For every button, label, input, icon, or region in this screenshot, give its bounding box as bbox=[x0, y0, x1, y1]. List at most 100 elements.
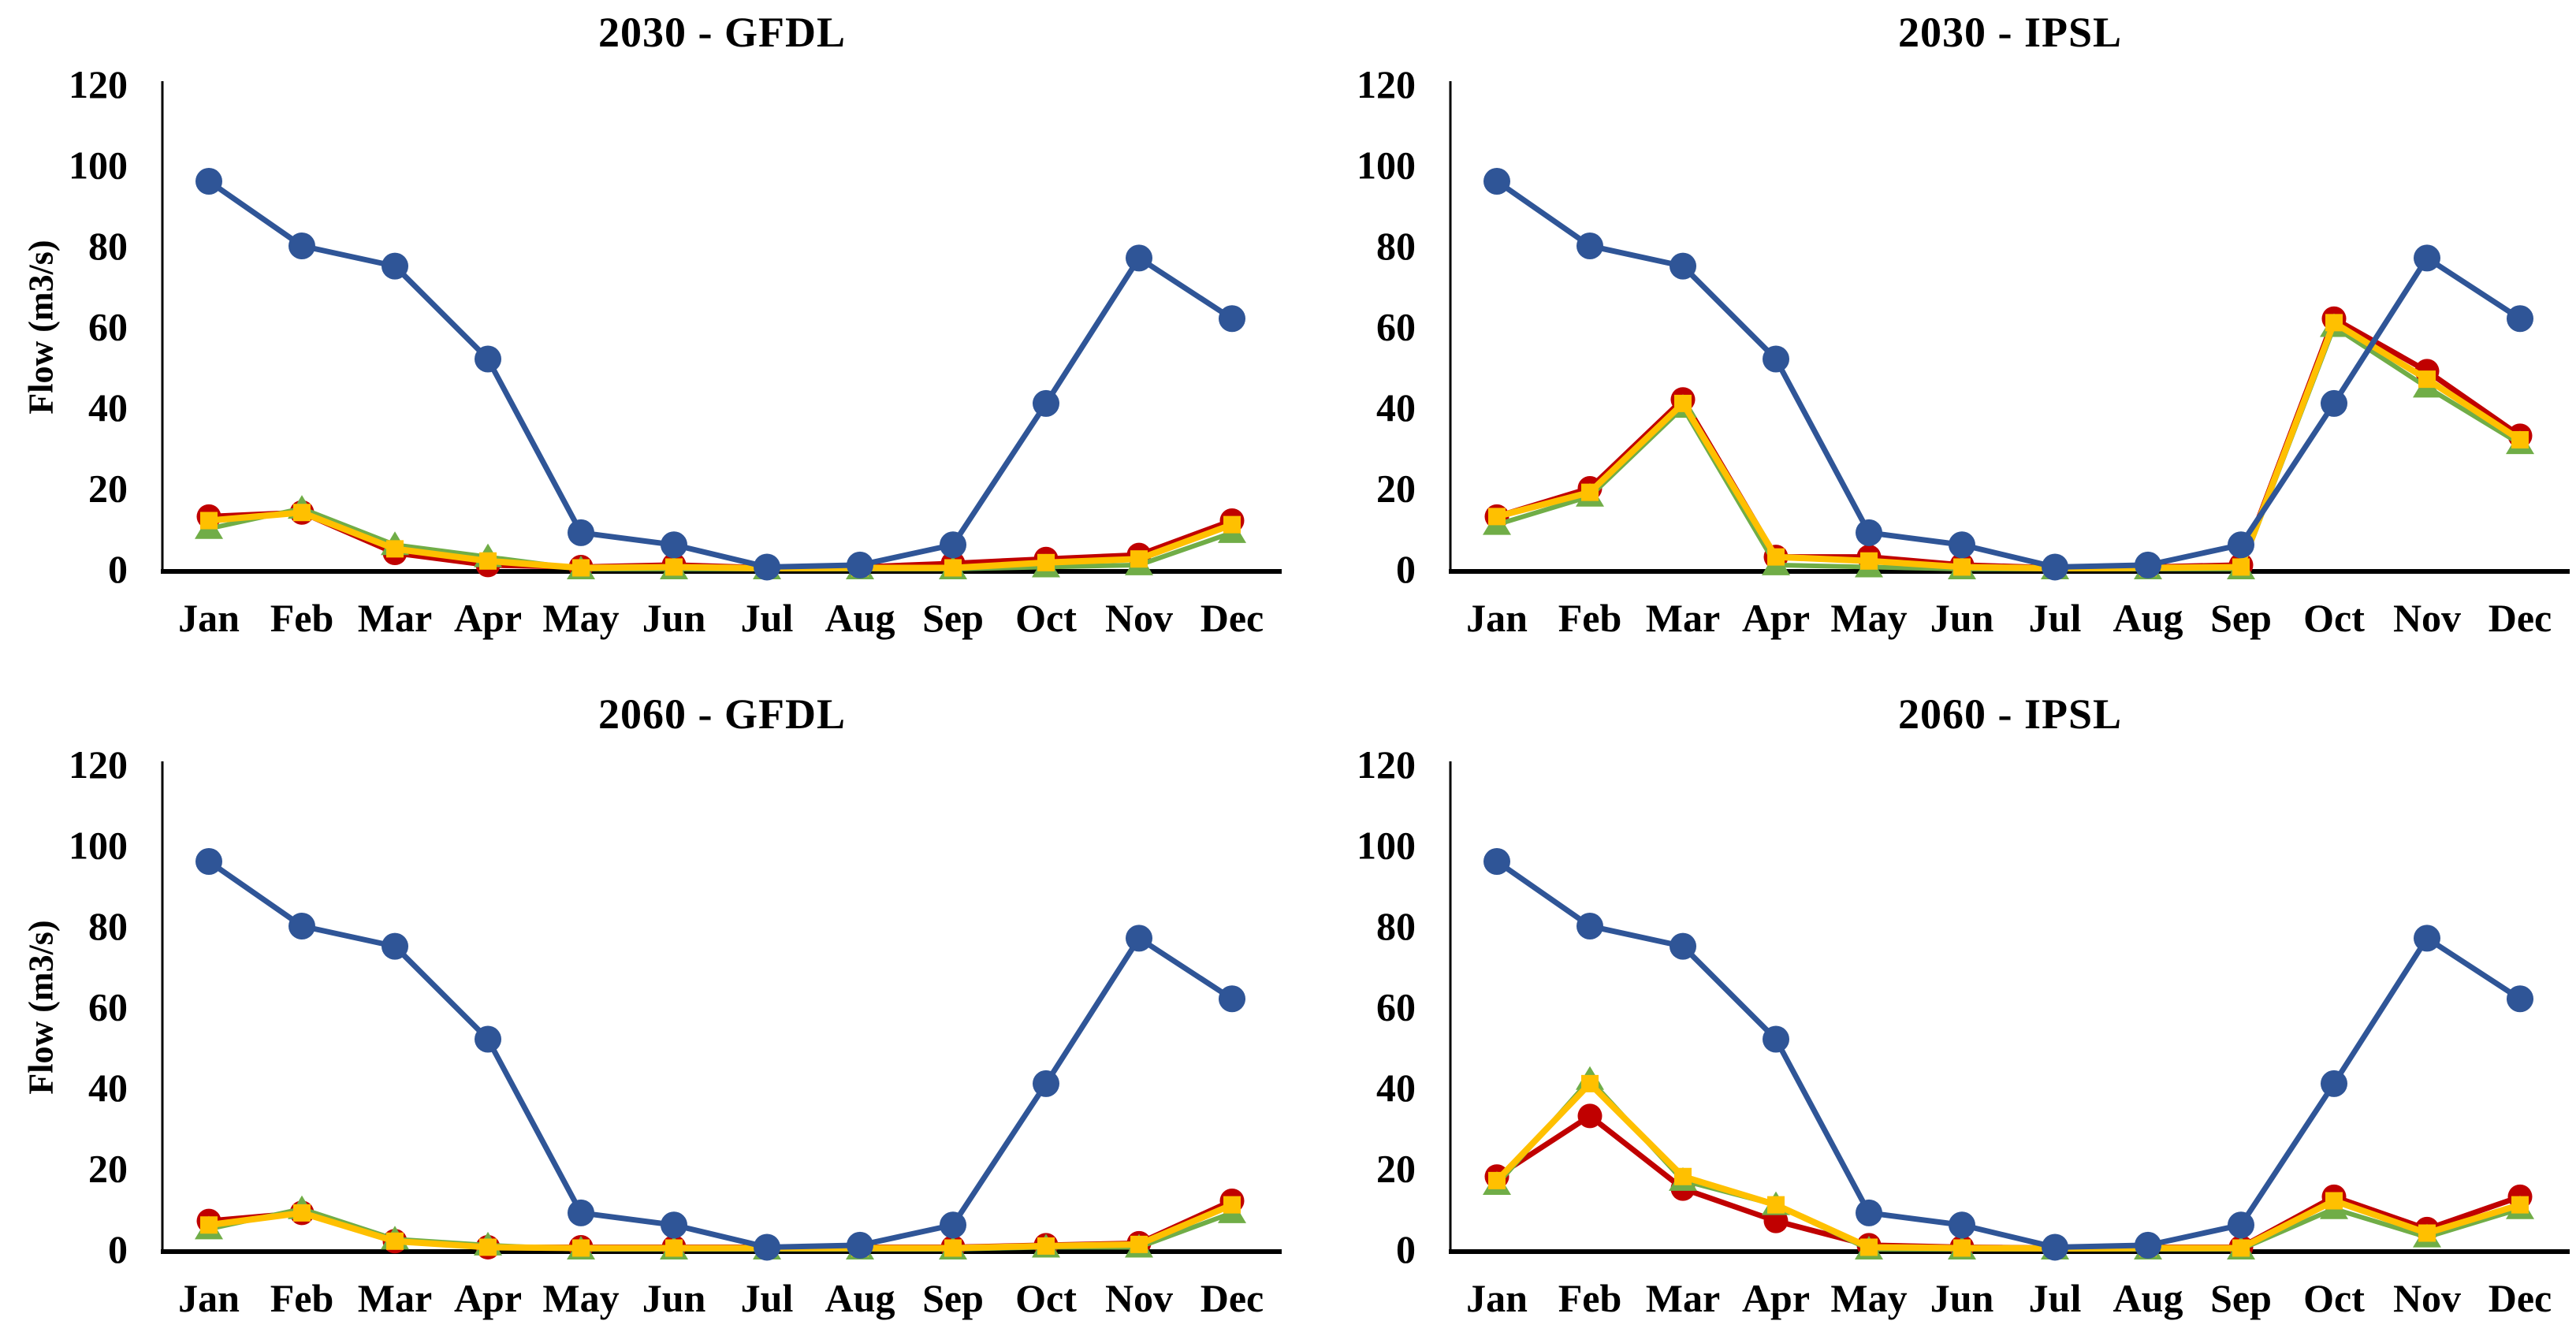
x-tick-label: Feb bbox=[1558, 596, 1622, 640]
data-point-circle bbox=[1670, 932, 1696, 960]
y-tick-label: 0 bbox=[108, 1227, 128, 1271]
x-tick-label: Oct bbox=[1015, 596, 1077, 640]
x-tick-label: Dec bbox=[1201, 596, 1264, 640]
data-point-circle bbox=[2228, 531, 2254, 559]
data-point-circle bbox=[2135, 1231, 2161, 1259]
y-tick-label: 100 bbox=[1357, 143, 1416, 188]
data-point-square bbox=[2325, 314, 2343, 332]
data-point-circle bbox=[2414, 925, 2440, 952]
data-point-square bbox=[665, 558, 683, 576]
data-point-circle bbox=[288, 233, 315, 259]
data-point-circle bbox=[2135, 551, 2161, 579]
x-tick-label: Sep bbox=[2210, 1276, 2272, 1320]
series-line bbox=[1494, 858, 2523, 1250]
x-tick-label: Nov bbox=[2393, 596, 2461, 640]
x-tick-label: Jan bbox=[178, 1276, 240, 1320]
data-point-circle bbox=[1949, 1211, 1975, 1239]
data-point-square bbox=[1674, 1167, 1692, 1185]
data-point-square bbox=[944, 1239, 962, 1257]
x-tick-label: Apr bbox=[1742, 1276, 1810, 1320]
x-tick-label: Jun bbox=[642, 596, 706, 640]
y-tick-label: 60 bbox=[1376, 985, 1416, 1029]
data-point-circle bbox=[2321, 389, 2347, 417]
series-line bbox=[206, 1198, 1235, 1250]
data-point-square bbox=[572, 1239, 590, 1257]
series-baseline-flow bbox=[1483, 848, 2533, 1261]
data-point-circle bbox=[940, 531, 966, 559]
data-point-circle bbox=[1856, 1199, 1882, 1226]
x-tick-label: Aug bbox=[825, 596, 895, 640]
x-tick-label: Mar bbox=[1646, 596, 1720, 640]
x-tick-label: Dec bbox=[2489, 1276, 2552, 1320]
data-point-square bbox=[293, 1204, 311, 1222]
x-tick-label: Feb bbox=[270, 596, 334, 640]
x-tick-label: Aug bbox=[2113, 1276, 2183, 1320]
y-tick-label: 120 bbox=[69, 742, 128, 787]
data-point-circle bbox=[847, 551, 873, 579]
y-tick-label: 80 bbox=[88, 224, 128, 268]
data-point-circle bbox=[288, 913, 315, 939]
y-tick-label: 120 bbox=[1357, 742, 1416, 787]
x-tick-label: Dec bbox=[2489, 596, 2552, 640]
data-point-circle bbox=[1219, 305, 1245, 333]
x-tick-label: Apr bbox=[1742, 596, 1810, 640]
data-point-circle bbox=[195, 848, 222, 875]
data-point-square bbox=[1860, 1238, 1878, 1256]
y-tick-label: 100 bbox=[69, 143, 128, 188]
x-tick-label: Sep bbox=[922, 596, 984, 640]
data-point-square bbox=[2418, 370, 2436, 389]
data-point-circle bbox=[2507, 985, 2533, 1013]
data-point-circle bbox=[1949, 531, 1975, 559]
x-tick-label: Jan bbox=[1466, 1276, 1528, 1320]
data-point-circle bbox=[1670, 252, 1696, 280]
series-scenario-green bbox=[1483, 1066, 2534, 1259]
x-tick-label: Jul bbox=[2029, 596, 2082, 640]
data-point-square bbox=[1581, 1074, 1599, 1092]
data-point-circle bbox=[1856, 519, 1882, 546]
y-tick-label: 120 bbox=[69, 62, 128, 106]
data-point-circle bbox=[475, 1025, 501, 1053]
y-tick-label: 80 bbox=[1376, 904, 1416, 948]
y-tick-label: 120 bbox=[1357, 62, 1416, 106]
x-tick-label: May bbox=[542, 1276, 619, 1320]
x-tick-label: Nov bbox=[2393, 1276, 2461, 1320]
data-point-circle bbox=[2042, 553, 2068, 581]
data-point-circle bbox=[195, 168, 222, 195]
data-point-circle bbox=[940, 1211, 966, 1239]
data-point-circle bbox=[754, 553, 780, 581]
series-line bbox=[206, 509, 1235, 571]
x-tick-label: Apr bbox=[454, 1276, 522, 1320]
chart-title: 2060 - GFDL bbox=[598, 690, 846, 738]
data-point-circle bbox=[2228, 1211, 2254, 1239]
data-point-square bbox=[479, 552, 497, 570]
plot-area: 0 20 40 60 80 100 120 Jan Feb Mar Apr May Jun Jul Aug S… bbox=[69, 62, 1282, 640]
y-tick-label: 100 bbox=[69, 824, 128, 868]
x-tick-label: Apr bbox=[454, 596, 522, 640]
data-point-circle bbox=[382, 932, 408, 960]
y-tick-label: 60 bbox=[1376, 305, 1416, 349]
x-tick-label: May bbox=[1830, 596, 1907, 640]
data-point-circle bbox=[1126, 244, 1152, 272]
x-tick-label: Jun bbox=[1930, 596, 1994, 640]
series-scenario-yellow bbox=[200, 1196, 1241, 1257]
chart-title: 2060 - IPSL bbox=[1897, 690, 2123, 738]
y-tick-label: 40 bbox=[1376, 1066, 1416, 1110]
data-point-circle bbox=[661, 1211, 687, 1239]
plot-area: 0 20 40 60 80 100 120 Jan Feb Mar Apr May Jun Jul Aug S… bbox=[69, 742, 1282, 1320]
data-point-square bbox=[2232, 558, 2250, 576]
data-point-square bbox=[2418, 1224, 2436, 1242]
x-tick-label: Mar bbox=[358, 1276, 432, 1320]
data-point-square bbox=[479, 1238, 497, 1256]
data-point-circle bbox=[1483, 848, 1510, 875]
data-point-circle bbox=[568, 1199, 594, 1226]
chart-panel-2030-ipsl: 2030 - IPSL 0 20 40 60 80 100 120 Jan Feb Mar Apr M… bbox=[1288, 0, 2576, 666]
data-point-square bbox=[1767, 548, 1785, 566]
y-tick-label: 20 bbox=[1376, 1147, 1416, 1191]
chart-title: 2030 - IPSL bbox=[1897, 9, 2123, 56]
series-line bbox=[1495, 324, 2522, 571]
x-tick-label: Dec bbox=[1201, 1276, 1264, 1320]
chart-panel-2030-gfdl: Flow (m3/s) 2030 - GFDL 0 20 40 60 80 100 120 J… bbox=[0, 0, 1288, 666]
series-scenario-yellow bbox=[1488, 314, 2529, 577]
y-tick-label: 20 bbox=[88, 467, 128, 511]
series-baseline-flow bbox=[195, 848, 1245, 1261]
